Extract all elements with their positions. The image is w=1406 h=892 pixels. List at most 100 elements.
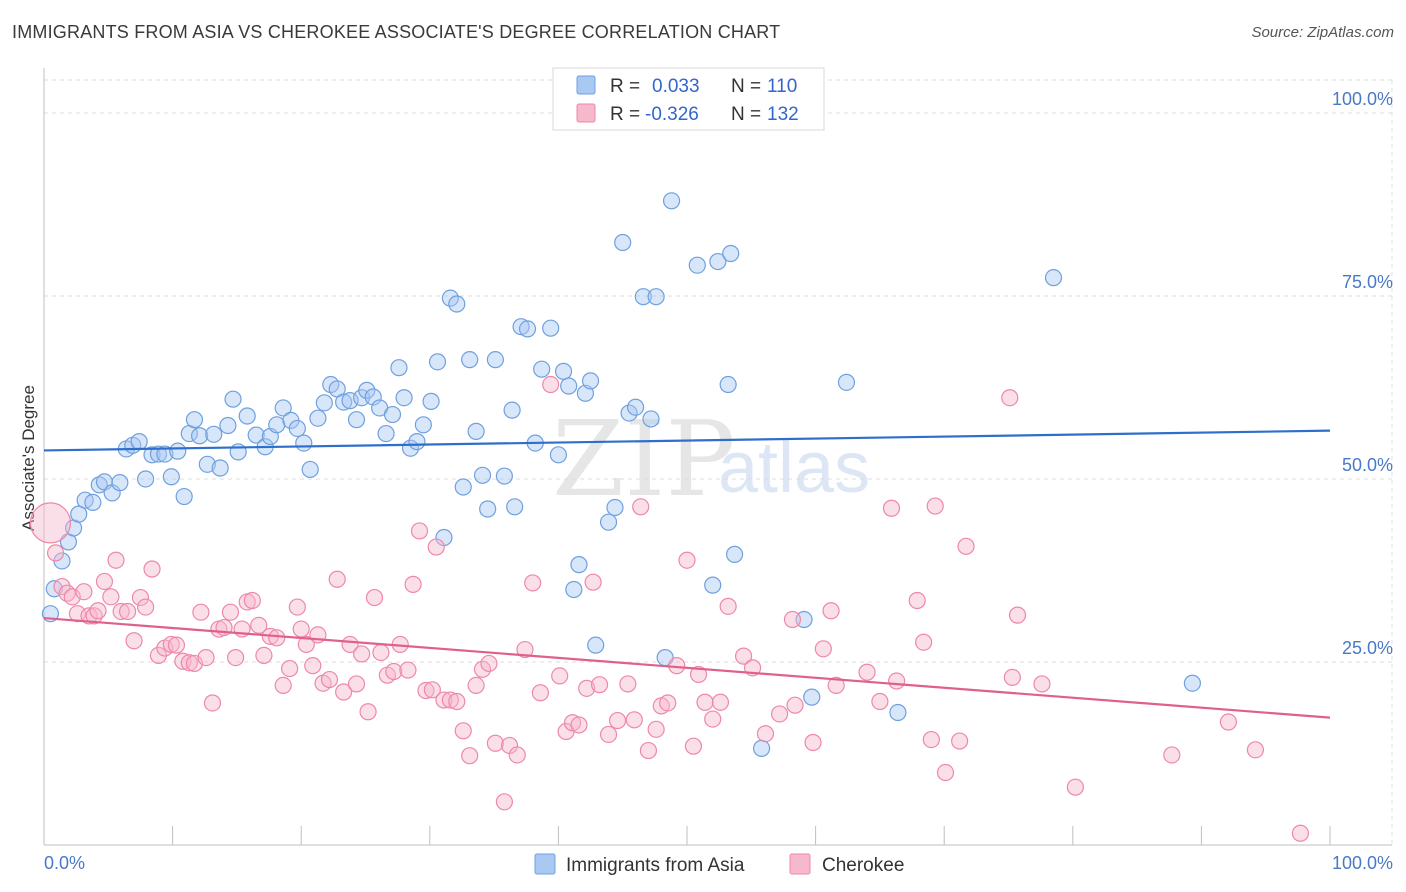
point-cherokee-90	[608, 711, 627, 730]
point-asia-40	[301, 460, 319, 479]
trend-line-cherokee	[43, 616, 1331, 719]
point-cherokee-11	[102, 588, 120, 606]
point-cherokee-105	[719, 597, 737, 615]
point-asia-66	[467, 422, 485, 440]
point-cherokee-117	[871, 692, 889, 711]
point-asia-45	[335, 393, 353, 411]
point-cherokee-92	[625, 711, 643, 729]
point-cherokee-88	[590, 676, 609, 694]
point-cherokee-26	[192, 603, 210, 621]
point-asia-5	[70, 505, 88, 523]
point-asia-60	[428, 353, 447, 371]
point-cherokee-77	[508, 746, 526, 764]
point-asia-64	[454, 478, 472, 496]
point-cherokee-87	[584, 573, 602, 591]
point-cherokee-40	[274, 676, 292, 695]
point-cherokee-109	[770, 705, 789, 723]
series-legend-label-asia: Immigrants from Asia	[566, 855, 745, 876]
point-cherokee-94	[639, 741, 658, 760]
watermark-atlas: atlas	[718, 428, 870, 508]
point-asia-98	[709, 252, 727, 271]
point-asia-92	[642, 410, 660, 428]
point-cherokee-135	[1291, 824, 1310, 842]
point-asia-26	[205, 425, 223, 443]
axes	[43, 68, 1392, 846]
point-asia-87	[606, 498, 624, 517]
point-cherokee-112	[804, 733, 822, 752]
point-cherokee-123	[926, 497, 944, 515]
point-asia-95	[662, 192, 681, 210]
point-cherokee-61	[404, 575, 422, 593]
point-asia-77	[542, 319, 560, 337]
point-cherokee-130	[1033, 675, 1051, 693]
stats-legend: R = 0.033 N = 110 R = -0.326 N = 132	[552, 67, 825, 131]
point-cherokee-84	[563, 714, 582, 732]
point-cherokee-126	[957, 537, 975, 555]
point-cherokee-118	[882, 499, 901, 517]
point-asia-36	[274, 399, 292, 417]
chart-title: IMMIGRANTS FROM ASIA VS CHEROKEE ASSOCIA…	[12, 22, 781, 42]
point-cherokee-56	[372, 643, 390, 662]
y-axis-label: Associate's Degree	[19, 385, 38, 531]
point-asia-101	[719, 375, 737, 394]
point-cherokee-99	[678, 551, 696, 569]
point-asia-19	[162, 468, 180, 486]
series-legend-swatch-asia	[534, 853, 556, 875]
point-cherokee-125	[951, 732, 969, 750]
point-cherokee-21	[162, 635, 180, 654]
point-cherokee-95	[647, 720, 665, 738]
legend-n-value-cherokee: 132	[767, 104, 799, 125]
point-cherokee-10	[95, 572, 114, 591]
point-asia-100	[725, 545, 744, 563]
series-legend-swatch-cherokee	[789, 853, 811, 875]
legend-r-value-cherokee: -0.326	[645, 104, 699, 125]
point-cherokee-48	[320, 670, 339, 689]
point-cherokee-39	[268, 629, 286, 647]
point-asia-70	[495, 467, 513, 485]
point-cherokee-103	[704, 710, 722, 728]
point-cherokee-7	[80, 607, 98, 625]
point-cherokee-14	[118, 602, 137, 621]
point-asia-7	[84, 493, 102, 511]
point-cherokee-45	[304, 657, 322, 675]
point-cherokee-27	[197, 648, 215, 667]
point-asia-81	[565, 580, 583, 599]
point-asia-76	[533, 360, 551, 378]
point-cherokee-66	[435, 691, 453, 709]
point-cherokee-78	[516, 640, 534, 659]
y-tick-label-75: 75.0%	[1342, 272, 1393, 292]
trend-lines	[43, 429, 1331, 719]
point-cherokee-93	[632, 498, 650, 516]
point-cherokee-121	[915, 633, 933, 651]
point-asia-71	[503, 401, 521, 419]
point-asia-108	[1183, 674, 1201, 692]
point-cherokee-65	[427, 538, 445, 556]
data-points	[29, 192, 1310, 842]
point-cherokee-18	[143, 560, 161, 578]
point-cherokee-102	[696, 693, 714, 711]
point-cherokee-115	[822, 602, 840, 620]
point-cherokee-41	[281, 659, 299, 678]
point-asia-18	[156, 445, 174, 463]
point-asia-38	[288, 419, 306, 438]
point-cherokee-85	[570, 716, 588, 734]
point-cherokee-31	[221, 603, 240, 621]
point-cherokee-122	[922, 730, 940, 749]
point-cherokee-132	[1163, 746, 1181, 764]
point-asia-16	[143, 446, 161, 464]
point-asia-107	[1044, 269, 1063, 287]
point-asia-59	[422, 392, 440, 410]
point-asia-72	[506, 498, 524, 516]
point-cherokee-16	[131, 588, 150, 607]
point-asia-49	[358, 381, 376, 399]
point-cherokee-67	[441, 691, 459, 709]
point-asia-24	[191, 427, 209, 445]
point-cherokee-60	[399, 661, 417, 679]
point-asia-28	[219, 416, 237, 435]
point-asia-99	[722, 244, 740, 263]
legend-swatch-cherokee	[576, 103, 596, 123]
point-cherokee-28	[203, 694, 222, 712]
point-asia-102	[752, 739, 771, 757]
point-cherokee-108	[756, 725, 775, 743]
point-cherokee-97	[659, 694, 677, 712]
